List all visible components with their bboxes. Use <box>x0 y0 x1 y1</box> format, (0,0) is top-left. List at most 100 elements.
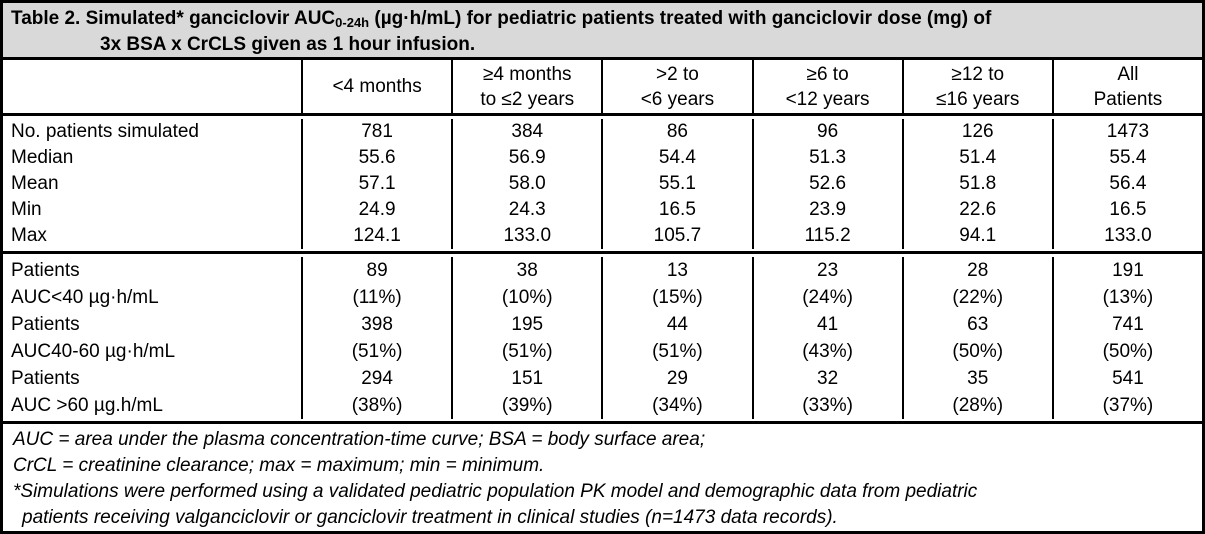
footnote-abbreviations-2: CrCL = creatinine clearance; max = maxim… <box>13 455 545 476</box>
table-row-mean: Mean 57.1 58.0 55.1 52.6 51.8 56.4 <box>3 171 1202 197</box>
table-cell: 24.9 <box>301 197 451 223</box>
table-cell: 16.5 <box>601 197 751 223</box>
table-cell: 63 <box>901 311 1052 338</box>
table-row-auc-40-60-pct: AUC40-60 µg·h/mL (51%) (51%) (51%) (43%)… <box>3 338 1202 365</box>
table-cell: 29 <box>601 365 751 392</box>
table-title-line1: Table 2. Simulated* ganciclovir AUC0-24h… <box>11 6 1194 32</box>
table-cell: 51.3 <box>751 145 902 171</box>
table-cell: 384 <box>451 119 601 145</box>
column-header-12-to-16-years: ≥12 to ≤16 years <box>901 60 1052 113</box>
table-cell: 44 <box>601 311 751 338</box>
table-cell: 781 <box>301 119 451 145</box>
table-cell: 86 <box>601 119 751 145</box>
table-cell: 56.4 <box>1051 171 1202 197</box>
table-cell: 16.5 <box>1051 197 1202 223</box>
table-cell: 56.9 <box>451 145 601 171</box>
table-cell: (22%) <box>901 284 1052 311</box>
table-cell: 57.1 <box>301 171 451 197</box>
table-cell: 398 <box>301 311 451 338</box>
table-cell: (51%) <box>301 338 451 365</box>
table-cell: 24.3 <box>451 197 601 223</box>
table-row-patients-simulated: No. patients simulated 781 384 86 96 126… <box>3 119 1202 145</box>
table-cell: (39%) <box>451 392 601 419</box>
table-row-auc-gt60-pct: AUC >60 µg.h/mL (38%) (39%) (34%) (33%) … <box>3 392 1202 419</box>
table-title-line1-pre: Table 2. Simulated* ganciclovir AUC <box>11 8 336 29</box>
auc-subscript: 0-24h <box>335 15 370 30</box>
table-cell: (38%) <box>301 392 451 419</box>
table-cell: (10%) <box>451 284 601 311</box>
table-cell: 23 <box>751 257 902 284</box>
table-cell: 55.1 <box>601 171 751 197</box>
table-title-line1-post: (µg·h/mL) for pediatric patients treated… <box>369 8 992 29</box>
table-row-patients-auc-40-60: Patients 398 195 44 41 63 741 <box>3 311 1202 338</box>
table-cell: 105.7 <box>601 223 751 249</box>
footnotes: AUC = area under the plasma concentratio… <box>3 424 1202 531</box>
footnote-abbreviations-1: AUC = area under the plasma concentratio… <box>13 429 706 450</box>
table-cell: 124.1 <box>301 223 451 249</box>
row-label: AUC >60 µg.h/mL <box>11 395 163 416</box>
table-cell: 133.0 <box>1051 223 1202 249</box>
column-header-6-to-12-years: ≥6 to <12 years <box>751 60 902 113</box>
table-cell: 55.4 <box>1051 145 1202 171</box>
table-row-median: Median 55.6 56.9 54.4 51.3 51.4 55.4 <box>3 145 1202 171</box>
table-row-patients-auc-gt60: Patients 294 151 29 32 35 541 <box>3 365 1202 392</box>
table-cell: (15%) <box>601 284 751 311</box>
table-cell: 191 <box>1051 257 1202 284</box>
table-cell: 126 <box>901 119 1052 145</box>
table-row-patients-auc-lt40: Patients 89 38 13 23 28 191 <box>3 257 1202 284</box>
table-cell: 294 <box>301 365 451 392</box>
row-label: Max <box>11 225 47 246</box>
table-title: Table 2. Simulated* ganciclovir AUC0-24h… <box>3 3 1202 60</box>
row-label: AUC<40 µg·h/mL <box>11 287 159 308</box>
footnote-simulations-2: patients receiving valganciclovir or gan… <box>22 507 838 528</box>
table-row-min: Min 24.9 24.3 16.5 23.9 22.6 16.5 <box>3 197 1202 223</box>
table-cell: (37%) <box>1051 392 1202 419</box>
table-cell: 51.4 <box>901 145 1052 171</box>
table-cell: (51%) <box>601 338 751 365</box>
table-cell: 52.6 <box>751 171 902 197</box>
row-label: Median <box>11 147 74 168</box>
column-header-all-patients: All Patients <box>1051 60 1202 113</box>
table-cell: 23.9 <box>751 197 902 223</box>
row-label: Min <box>11 199 42 220</box>
table-cell: (50%) <box>901 338 1052 365</box>
table-cell: 1473 <box>1051 119 1202 145</box>
table-cell: 741 <box>1051 311 1202 338</box>
auc-distribution-section: Patients 89 38 13 23 28 191 AUC<40 µg·h/… <box>3 254 1202 424</box>
table-cell: 55.6 <box>301 145 451 171</box>
row-label: No. patients simulated <box>11 121 199 142</box>
table-cell: 13 <box>601 257 751 284</box>
table-row-max: Max 124.1 133.0 105.7 115.2 94.1 133.0 <box>3 223 1202 249</box>
row-label: Patients <box>11 260 80 281</box>
table-cell: 96 <box>751 119 902 145</box>
table-row-auc-lt40-pct: AUC<40 µg·h/mL (11%) (10%) (15%) (24%) (… <box>3 284 1202 311</box>
table-cell: 195 <box>451 311 601 338</box>
table-cell: (43%) <box>751 338 902 365</box>
table-cell: 89 <box>301 257 451 284</box>
table-cell: 28 <box>901 257 1052 284</box>
column-header-row: <4 months ≥4 months to ≤2 years >2 to <6 y… <box>3 60 1202 116</box>
column-header-empty <box>3 60 301 113</box>
summary-stats-section: No. patients simulated 781 384 86 96 126… <box>3 116 1202 254</box>
column-header-4-months-to-2-years: ≥4 months to ≤2 years <box>451 60 601 113</box>
table-cell: 94.1 <box>901 223 1052 249</box>
table-title-line2: 3x BSA x CrCLS given as 1 hour infusion. <box>100 34 476 55</box>
table-cell: (34%) <box>601 392 751 419</box>
table-cell: 51.8 <box>901 171 1052 197</box>
table-cell: 41 <box>751 311 902 338</box>
row-label: Patients <box>11 368 80 389</box>
row-label: Mean <box>11 173 59 194</box>
table-cell: (50%) <box>1051 338 1202 365</box>
table-cell: 151 <box>451 365 601 392</box>
table-cell: 38 <box>451 257 601 284</box>
table-cell: (11%) <box>301 284 451 311</box>
footnote-simulations-1: *Simulations were performed using a vali… <box>13 481 978 502</box>
table-cell: (33%) <box>751 392 902 419</box>
table-cell: (51%) <box>451 338 601 365</box>
table-cell: 58.0 <box>451 171 601 197</box>
column-header-under-4-months: <4 months <box>301 60 451 113</box>
table-cell: 541 <box>1051 365 1202 392</box>
table-cell: 54.4 <box>601 145 751 171</box>
table-cell: 22.6 <box>901 197 1052 223</box>
